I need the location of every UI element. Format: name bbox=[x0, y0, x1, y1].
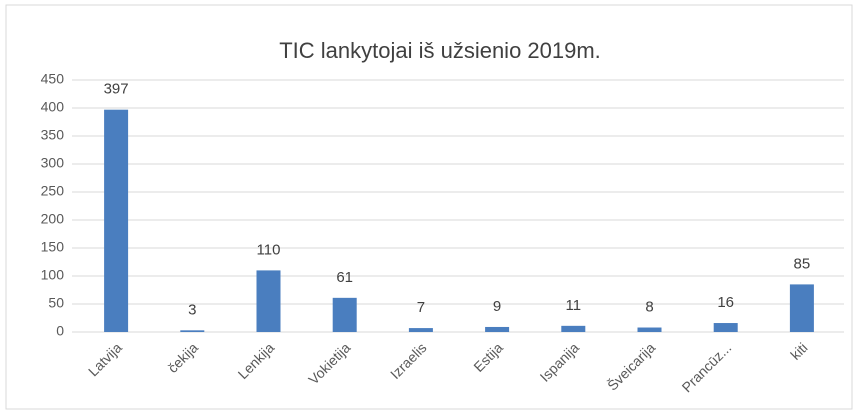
bar bbox=[180, 330, 205, 332]
y-tick-label: 100 bbox=[41, 267, 65, 283]
chart-border bbox=[5, 4, 853, 410]
bar bbox=[332, 297, 357, 332]
bar bbox=[256, 270, 281, 332]
chart-title: TIC lankytojai iš užsienio 2019m. bbox=[279, 38, 601, 63]
y-tick-label: 450 bbox=[41, 71, 65, 87]
bar bbox=[104, 109, 129, 333]
bar bbox=[408, 328, 433, 332]
y-tick-label: 350 bbox=[41, 127, 65, 143]
y-tick-label: 150 bbox=[41, 239, 65, 255]
data-label: 61 bbox=[336, 269, 353, 286]
y-tick-label: 50 bbox=[48, 295, 64, 311]
data-label: 3 bbox=[188, 301, 196, 318]
y-tick-label: 400 bbox=[41, 99, 65, 115]
bar bbox=[637, 327, 662, 332]
data-label: 9 bbox=[493, 298, 501, 315]
y-tick-label: 200 bbox=[41, 211, 65, 227]
data-label: 110 bbox=[257, 241, 281, 258]
y-tick-label: 300 bbox=[41, 155, 65, 171]
y-tick-label: 250 bbox=[41, 183, 65, 199]
bar bbox=[561, 325, 586, 332]
bar bbox=[713, 323, 738, 332]
data-label: 8 bbox=[645, 298, 653, 315]
y-tick-label: 0 bbox=[56, 323, 64, 339]
data-label: 16 bbox=[717, 294, 734, 311]
bar bbox=[485, 326, 510, 332]
data-label: 85 bbox=[794, 255, 811, 272]
data-label: 397 bbox=[104, 81, 129, 98]
data-label: 11 bbox=[566, 297, 582, 314]
bar bbox=[789, 284, 814, 332]
data-label: 7 bbox=[417, 299, 425, 316]
